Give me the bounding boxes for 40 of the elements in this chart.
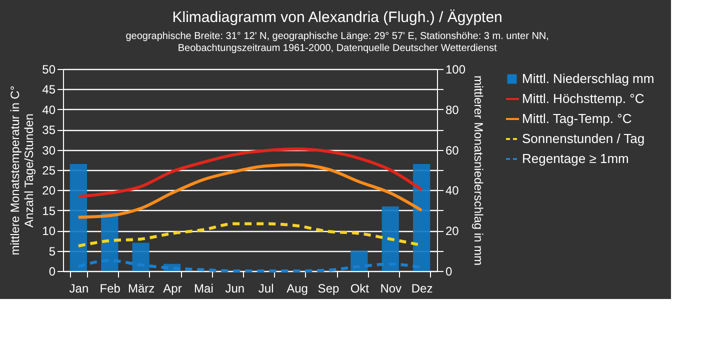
y-tick-label: 50 [42, 62, 56, 76]
x-tick-label: Dez [411, 282, 433, 296]
x-tick-label: Okt [350, 282, 370, 296]
line-series [76, 163, 424, 219]
legend-label: Mittl. Niederschlag mm [522, 71, 654, 86]
x-tick-label: Jul [258, 282, 274, 296]
x-tick-label: Jun [225, 282, 245, 296]
y-axis-title: mittlere Monatstemperatur in C° Anzahl Tage/Stunden [8, 86, 36, 256]
chart-subtitle: geographische Breite: 31° 12' N, geographische Länge: 29° 57' E, Stationshöhe: 3 m. unter NN, Beobachtungszeitraum 1961-2000, Datenquelle Deutscher Wetterdienst [126, 31, 549, 54]
x-tick-label: Jan [69, 282, 89, 296]
y-tick-label: 30 [42, 143, 56, 158]
legend-label: Mittl. Tag-Temp. °C [522, 111, 632, 126]
legend-label: Regentage ≥ 1mm [522, 151, 629, 166]
x-tick-label: Sep [318, 282, 340, 296]
legend-label: Mittl. Höchsttemp. °C [522, 91, 644, 106]
y-tick-label: 40 [42, 102, 56, 117]
y-tick-label: 15 [42, 204, 56, 218]
y-tick-label: 20 [42, 184, 56, 198]
x-tick-label: Nov [380, 282, 402, 296]
legend-label: Sonnenstunden / Tag [522, 131, 645, 146]
y2-tick-label: 20 [446, 224, 460, 238]
x-tick-label: Feb [100, 282, 121, 296]
line-series [76, 147, 424, 198]
y2-tick-label: 100 [446, 62, 466, 76]
y-tick-label: 5 [48, 244, 56, 258]
y-tick-label: 25 [42, 164, 56, 178]
y2-tick-label: 0 [446, 264, 452, 278]
y-tick-label: 45 [42, 82, 56, 97]
y2-tick-label: 40 [446, 184, 460, 198]
x-tick-label: Mai [194, 282, 214, 296]
x-tick-label: Apr [163, 282, 182, 296]
y-tick-label: 0 [48, 264, 56, 278]
x-tick-label: Aug [286, 282, 308, 296]
y-tick-label: 10 [42, 224, 56, 238]
y2-axis-title: mittlerer Monatsniederschlag in mm [472, 75, 486, 266]
y2-tick-label: 80 [446, 102, 460, 117]
y2-tick-label: 60 [446, 143, 460, 158]
x-tick-label: März [128, 282, 155, 296]
y-tick-label: 35 [42, 123, 56, 138]
chart-title: Klimadiagramm von Alexandria (Flugh.) / Ägypten [172, 9, 502, 26]
